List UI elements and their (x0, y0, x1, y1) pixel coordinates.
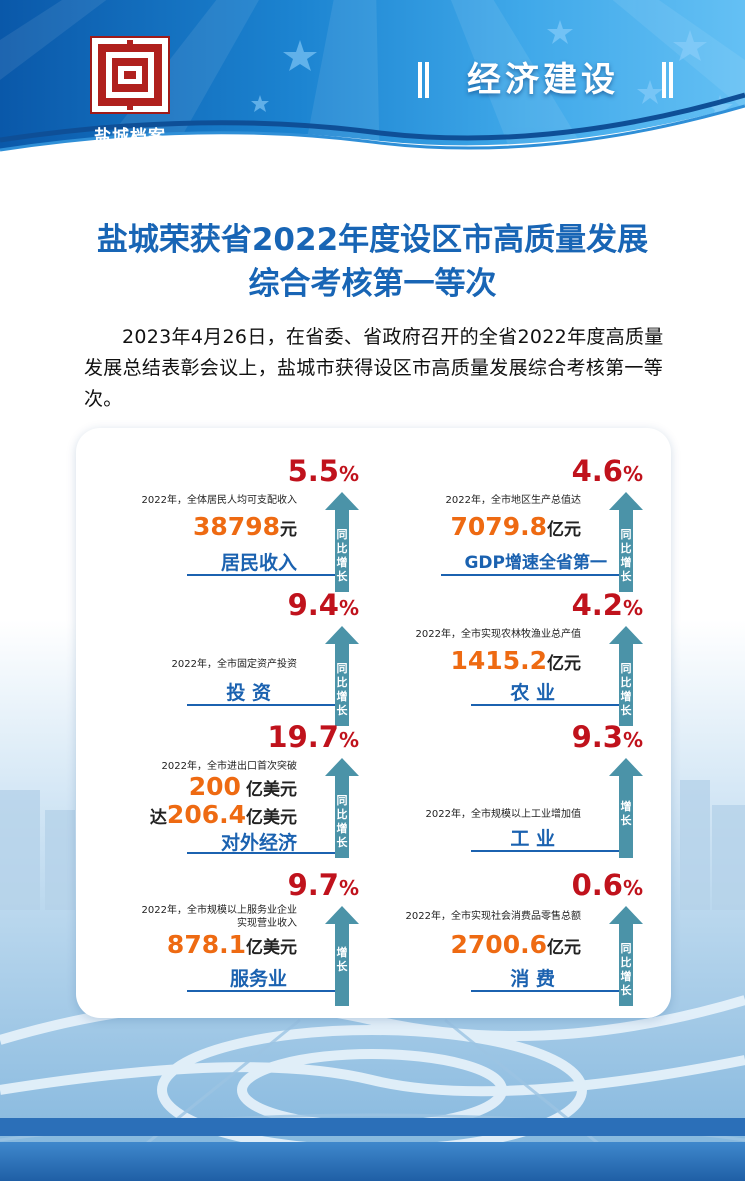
stat-label: GDP增速全省第一 (464, 553, 607, 573)
stat-underline (441, 574, 631, 576)
stat-consumption: 0.6% 2022年，全市实现社会消费品零售总额 2700.6亿元 消 费 同比… (376, 868, 651, 1008)
up-arrow-icon (325, 626, 359, 726)
stat-unit: 元 (280, 520, 297, 540)
stat-label: 居民收入 (220, 552, 297, 574)
stat-percent: 4.6% (571, 454, 643, 488)
desc-line1: 2022年，全市规模以上服务业企业 (141, 905, 297, 916)
stat-label: 服务业 (229, 968, 287, 990)
stat-underline (187, 704, 347, 706)
stat-prefix: 达 (149, 808, 167, 828)
logo-emblem (90, 36, 170, 114)
arrow-text: 增长 (336, 946, 348, 973)
stat-value: 200 (188, 772, 241, 801)
stat-label: 对外经济 (220, 832, 297, 854)
stat-value: 2700.6 (450, 930, 547, 959)
stat-value: 1415.2 (450, 646, 547, 675)
stat-description: 2022年，全市规模以上工业增加值 (425, 809, 581, 820)
stat-description: 2022年，全市固定资产投资 (171, 659, 297, 670)
stat-description: 2022年，全市地区生产总值达 (445, 495, 581, 506)
stat-income: 5.5% 2022年，全体居民人均可支配收入 38798元 居民收入 同比增长 (92, 454, 367, 594)
stat-underline (187, 990, 347, 992)
stat-percent: 4.2% (571, 588, 643, 622)
stat-description: 2022年，全市进出口首次突破 (161, 761, 297, 772)
logo-text: 盐城档案 (94, 127, 166, 147)
stat-value-row: 200 亿美元 (189, 772, 297, 801)
stat-underline (187, 574, 347, 576)
stat-unit: 亿美元 (246, 780, 297, 800)
stat-label: 工 业 (510, 828, 555, 850)
stat-value-row-2: 达206.4亿美元 (150, 800, 297, 829)
stat-industry: 9.3% 2022年，全市规模以上工业增加值 工 业 增长 (376, 720, 651, 860)
arrow-text: 同比增长 (620, 942, 632, 997)
bottom-band (0, 1118, 745, 1136)
stat-description: 2022年，全市实现社会消费品零售总额 (405, 911, 581, 922)
stat-unit: 亿元 (547, 520, 581, 540)
up-arrow-icon (609, 492, 643, 592)
up-arrow-icon (325, 492, 359, 592)
stats-card: 5.5% 2022年，全体居民人均可支配收入 38798元 居民收入 同比增长 … (76, 428, 671, 1018)
stat-description: 2022年，全市实现农林牧渔业总产值 (415, 629, 581, 640)
stat-value-row: 1415.2亿元 (451, 646, 581, 675)
arrow-text: 同比增长 (620, 528, 632, 583)
header-banner: 盐城档案 经济建设 (0, 0, 745, 175)
arrow-text: 同比增长 (336, 662, 348, 717)
stat-description: 2022年，全市规模以上服务业企业实现营业收入 (142, 904, 297, 930)
logo: 盐城档案 (82, 28, 178, 148)
title-bars-right (662, 62, 676, 98)
headline-line2: 综合考核第一等次 (248, 266, 497, 302)
bottom-band-lower (0, 1142, 745, 1181)
stat-underline (471, 704, 631, 706)
header-decoration (0, 0, 745, 175)
stat-value: 878.1 (166, 930, 246, 959)
stat-label: 消 费 (510, 968, 555, 990)
stat-unit: 亿元 (547, 654, 581, 674)
stat-gdp: 4.6% 2022年，全市地区生产总值达 7079.8亿元 GDP增速全省第一 … (376, 454, 651, 594)
stat-description: 2022年，全体居民人均可支配收入 (141, 495, 297, 506)
stat-unit: 亿元 (547, 938, 581, 958)
stat-investment: 9.4% 2022年，全市固定资产投资 投 资 同比增长 (92, 588, 367, 728)
stat-percent: 9.7% (287, 868, 359, 902)
headline: 盐城荣获省2022年度设区市高质量发展 综合考核第一等次 (0, 218, 745, 306)
stat-foreign-trade: 19.7% 2022年，全市进出口首次突破 200 亿美元 达206.4亿美元 … (92, 720, 367, 860)
stat-underline (471, 850, 631, 852)
stat-underline (471, 990, 631, 992)
up-arrow-icon (609, 626, 643, 726)
arrow-text: 同比增长 (620, 662, 632, 717)
stat-value: 38798 (193, 512, 280, 541)
title-bars-left (418, 62, 432, 98)
stat-services: 9.7% 2022年，全市规模以上服务业企业实现营业收入 878.1亿美元 服务… (92, 868, 367, 1008)
arrow-text: 同比增长 (336, 794, 348, 849)
stat-unit: 亿美元 (246, 938, 297, 958)
up-arrow-icon (609, 758, 643, 858)
stat-percent: 5.5% (287, 454, 359, 488)
stat-value-2: 206.4 (166, 800, 246, 829)
stat-unit-2: 亿美元 (246, 808, 297, 828)
up-arrow-icon (609, 906, 643, 1006)
stat-value-row: 7079.8亿元 (451, 512, 581, 541)
up-arrow-icon (325, 758, 359, 858)
headline-line1: 盐城荣获省2022年度设区市高质量发展 (96, 222, 649, 258)
stat-value-row: 2700.6亿元 (451, 930, 581, 959)
stat-label: 农 业 (510, 682, 555, 704)
stat-value-row: 38798元 (193, 512, 297, 541)
arrow-text: 增长 (620, 800, 632, 827)
stat-agriculture: 4.2% 2022年，全市实现农林牧渔业总产值 1415.2亿元 农 业 同比增… (376, 588, 651, 728)
stat-percent: 0.6% (571, 868, 643, 902)
stat-value-row: 878.1亿美元 (167, 930, 297, 959)
section-title: 经济建设 (467, 60, 619, 100)
stat-value: 7079.8 (450, 512, 547, 541)
stat-percent: 9.3% (571, 720, 643, 754)
stat-percent: 19.7% (267, 720, 359, 754)
intro-paragraph: 2023年4月26日，在省委、省政府召开的全省2022年度高质量发展总结表彰会议… (84, 326, 664, 410)
desc-line2: 实现营业收入 (237, 918, 297, 929)
up-arrow-icon (325, 906, 359, 1006)
stat-label: 投 资 (226, 682, 271, 704)
arrow-text: 同比增长 (336, 528, 348, 583)
stat-percent: 9.4% (287, 588, 359, 622)
stat-underline (187, 852, 347, 854)
